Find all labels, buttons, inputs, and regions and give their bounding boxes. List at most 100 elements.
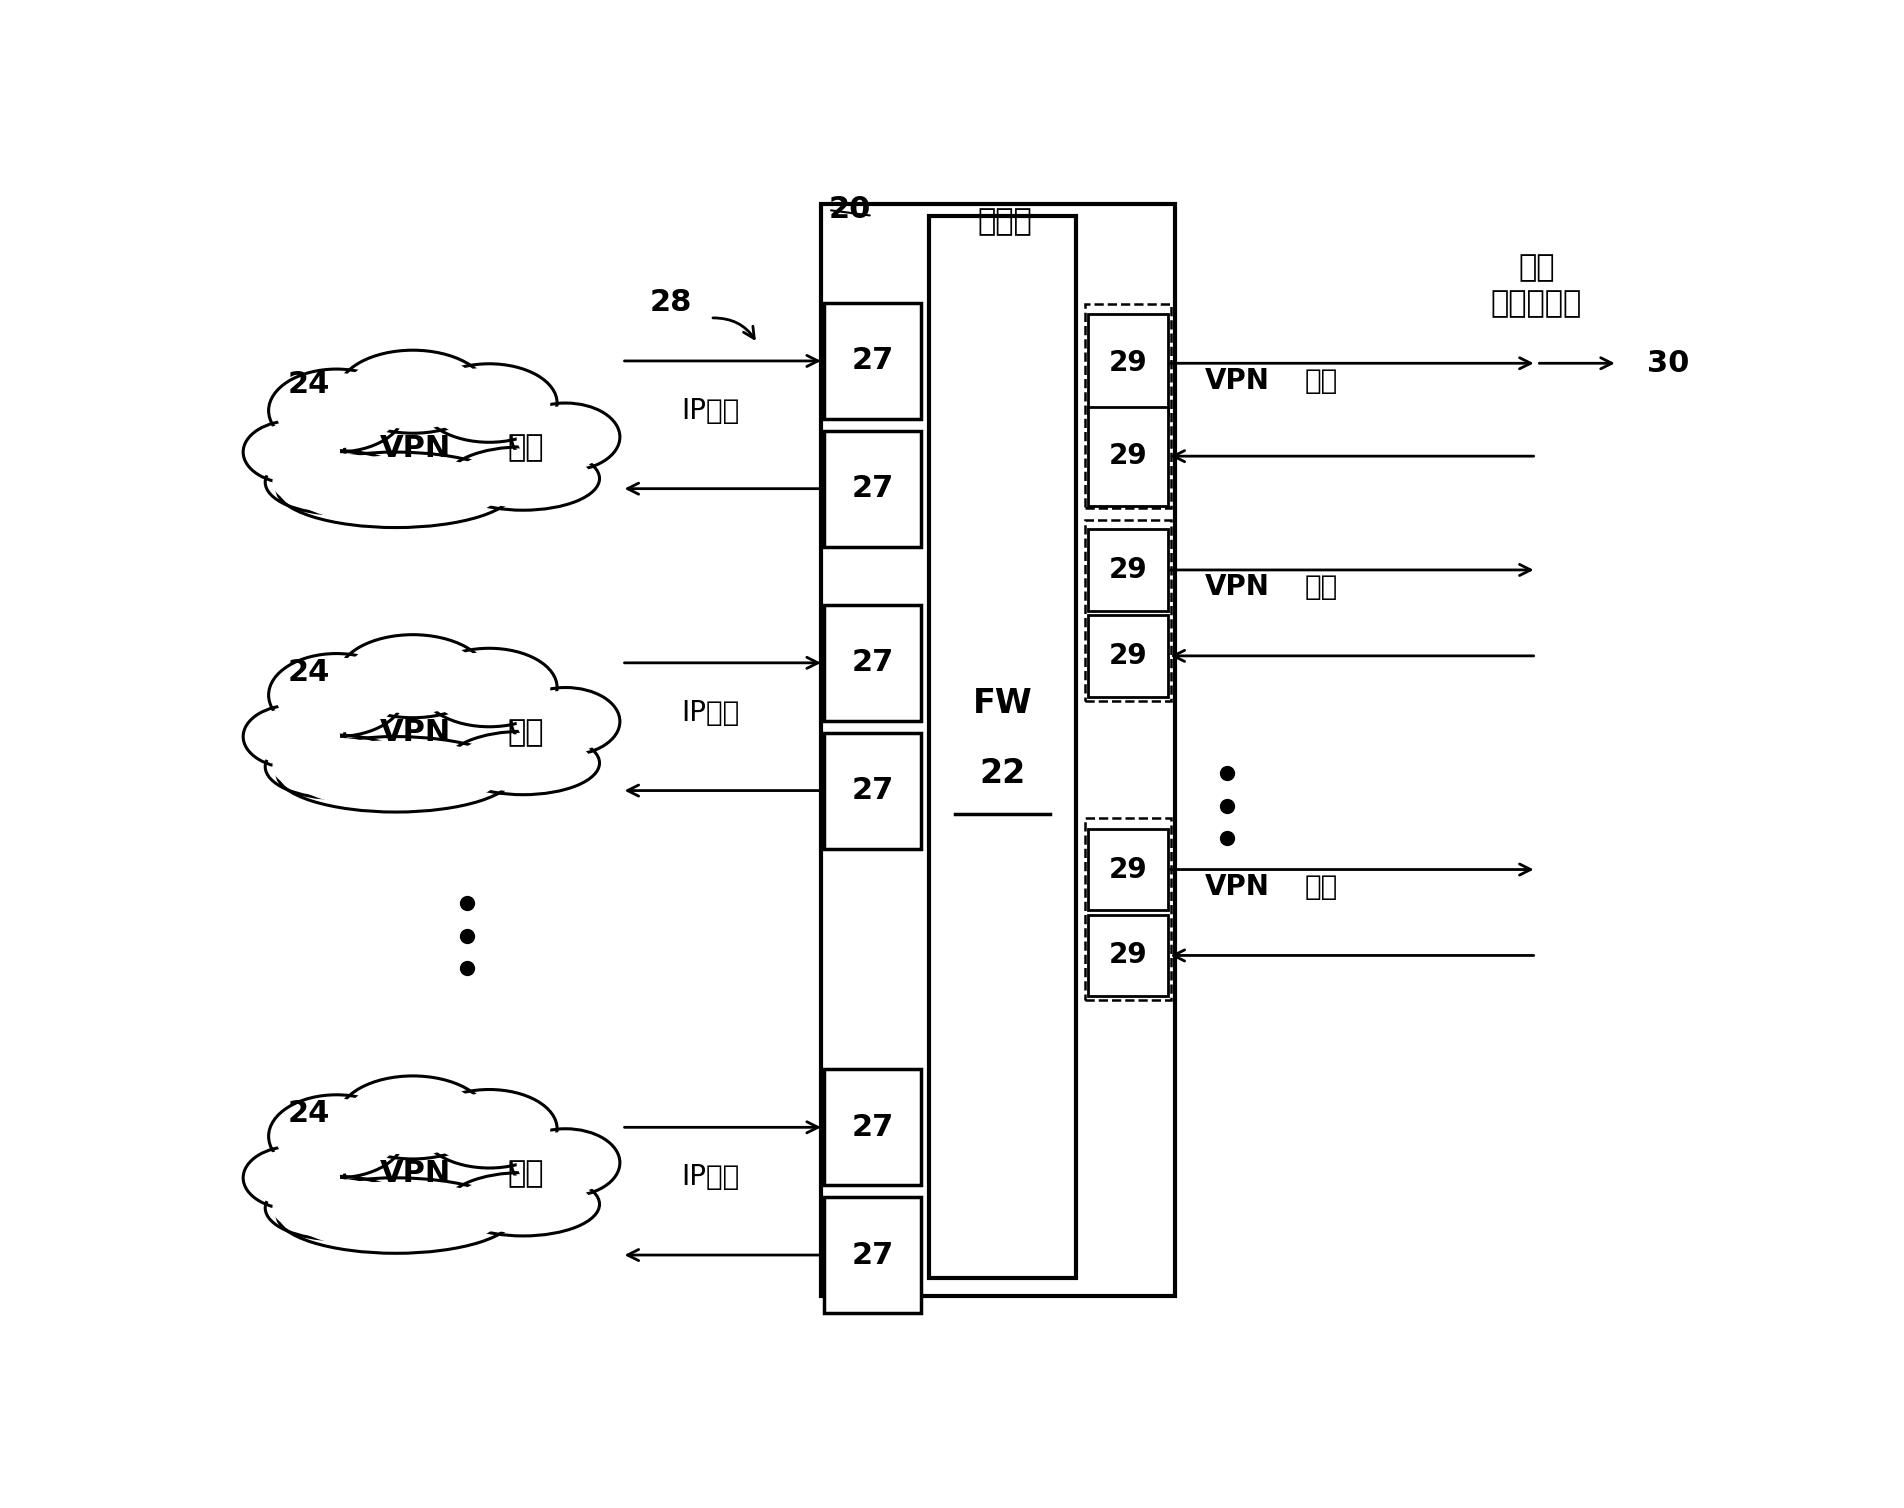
Text: 24: 24 [288, 1099, 329, 1128]
Ellipse shape [447, 731, 600, 795]
Text: 站点: 站点 [508, 1160, 545, 1188]
Text: 29: 29 [1108, 556, 1146, 584]
Ellipse shape [339, 635, 487, 718]
Text: 站点: 站点 [508, 433, 545, 463]
Bar [1085, 520, 1171, 701]
Ellipse shape [276, 374, 396, 448]
Ellipse shape [265, 451, 407, 514]
Ellipse shape [289, 457, 501, 523]
Ellipse shape [421, 363, 558, 442]
Text: 业务: 业务 [1304, 573, 1339, 602]
Text: 29: 29 [1108, 442, 1146, 470]
Ellipse shape [421, 648, 558, 727]
Text: 站点: 站点 [508, 718, 545, 746]
Text: 27: 27 [851, 347, 893, 375]
Text: 27: 27 [851, 648, 893, 677]
Ellipse shape [512, 1129, 621, 1197]
Text: VPN: VPN [1205, 366, 1270, 395]
Text: IP业务: IP业务 [682, 1163, 739, 1191]
Ellipse shape [347, 639, 480, 713]
Bar [929, 216, 1076, 1279]
Ellipse shape [455, 734, 590, 792]
Text: 29: 29 [1108, 855, 1146, 884]
Bar [824, 303, 922, 419]
Bar [824, 733, 922, 849]
Text: 29: 29 [1108, 350, 1146, 377]
Text: 27: 27 [851, 1241, 893, 1270]
Bar [1087, 407, 1167, 507]
Text: 27: 27 [851, 1113, 893, 1142]
Ellipse shape [265, 734, 407, 798]
Text: IP业务: IP业务 [682, 698, 739, 727]
Ellipse shape [276, 657, 396, 731]
Ellipse shape [447, 446, 600, 510]
Text: 27: 27 [851, 777, 893, 805]
Text: 服务
提供方网络: 服务 提供方网络 [1491, 253, 1582, 318]
Ellipse shape [249, 1149, 339, 1206]
Bar [1087, 915, 1167, 997]
Ellipse shape [289, 740, 501, 808]
Text: VPN: VPN [379, 1160, 451, 1188]
Text: VPN: VPN [379, 433, 451, 463]
Ellipse shape [447, 1173, 600, 1237]
Bar [824, 431, 922, 547]
Ellipse shape [455, 451, 590, 507]
Ellipse shape [268, 653, 404, 736]
Bar [1087, 529, 1167, 611]
Ellipse shape [249, 709, 339, 765]
Bar [1087, 315, 1167, 413]
Ellipse shape [244, 704, 345, 768]
Ellipse shape [339, 350, 487, 433]
Bar [824, 1069, 922, 1185]
Ellipse shape [272, 1179, 400, 1237]
Ellipse shape [518, 691, 613, 751]
Ellipse shape [428, 653, 550, 722]
Bar [1085, 305, 1171, 508]
Text: VPN: VPN [1205, 573, 1270, 602]
Bar [824, 605, 922, 721]
Text: 业务: 业务 [1304, 873, 1339, 900]
Bar [821, 204, 1175, 1295]
Bar [1087, 615, 1167, 697]
Text: 30: 30 [1647, 348, 1689, 379]
Ellipse shape [455, 1176, 590, 1232]
Ellipse shape [512, 403, 621, 470]
Text: 20: 20 [828, 196, 870, 225]
Ellipse shape [278, 452, 514, 528]
Text: VPN: VPN [1205, 873, 1270, 900]
Bar [824, 1197, 922, 1313]
Ellipse shape [518, 1133, 613, 1193]
Ellipse shape [244, 1146, 345, 1209]
Ellipse shape [347, 354, 480, 428]
Ellipse shape [272, 454, 400, 511]
Bar [1087, 829, 1167, 911]
Ellipse shape [268, 369, 404, 452]
Ellipse shape [428, 1093, 550, 1164]
Text: FW: FW [973, 688, 1032, 719]
Ellipse shape [421, 1089, 558, 1169]
Text: 24: 24 [288, 657, 329, 686]
Text: VPN: VPN [379, 718, 451, 746]
Text: 路由器: 路由器 [979, 207, 1032, 237]
Text: 28: 28 [649, 288, 693, 317]
Ellipse shape [347, 1081, 480, 1155]
Text: 27: 27 [851, 474, 893, 504]
Ellipse shape [278, 736, 514, 811]
Bar [1085, 819, 1171, 1000]
Ellipse shape [289, 1182, 501, 1249]
Text: 29: 29 [1108, 941, 1146, 970]
Text: 22: 22 [979, 757, 1026, 790]
Ellipse shape [276, 1099, 396, 1173]
Text: 29: 29 [1108, 642, 1146, 670]
Ellipse shape [268, 1095, 404, 1178]
Ellipse shape [512, 688, 621, 756]
Ellipse shape [428, 368, 550, 437]
Text: IP业务: IP业务 [682, 397, 739, 425]
Ellipse shape [278, 1178, 514, 1253]
Ellipse shape [518, 407, 613, 467]
Ellipse shape [339, 1075, 487, 1160]
Ellipse shape [249, 424, 339, 481]
Text: 业务: 业务 [1304, 366, 1339, 395]
Text: 24: 24 [288, 369, 329, 398]
Ellipse shape [272, 739, 400, 795]
